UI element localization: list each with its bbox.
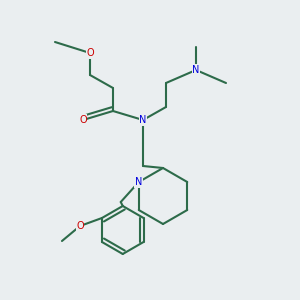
Text: N: N — [135, 177, 142, 187]
Text: N: N — [139, 115, 147, 125]
Text: O: O — [79, 115, 87, 125]
Text: O: O — [76, 221, 84, 231]
Text: N: N — [192, 65, 200, 75]
Text: O: O — [86, 48, 94, 58]
